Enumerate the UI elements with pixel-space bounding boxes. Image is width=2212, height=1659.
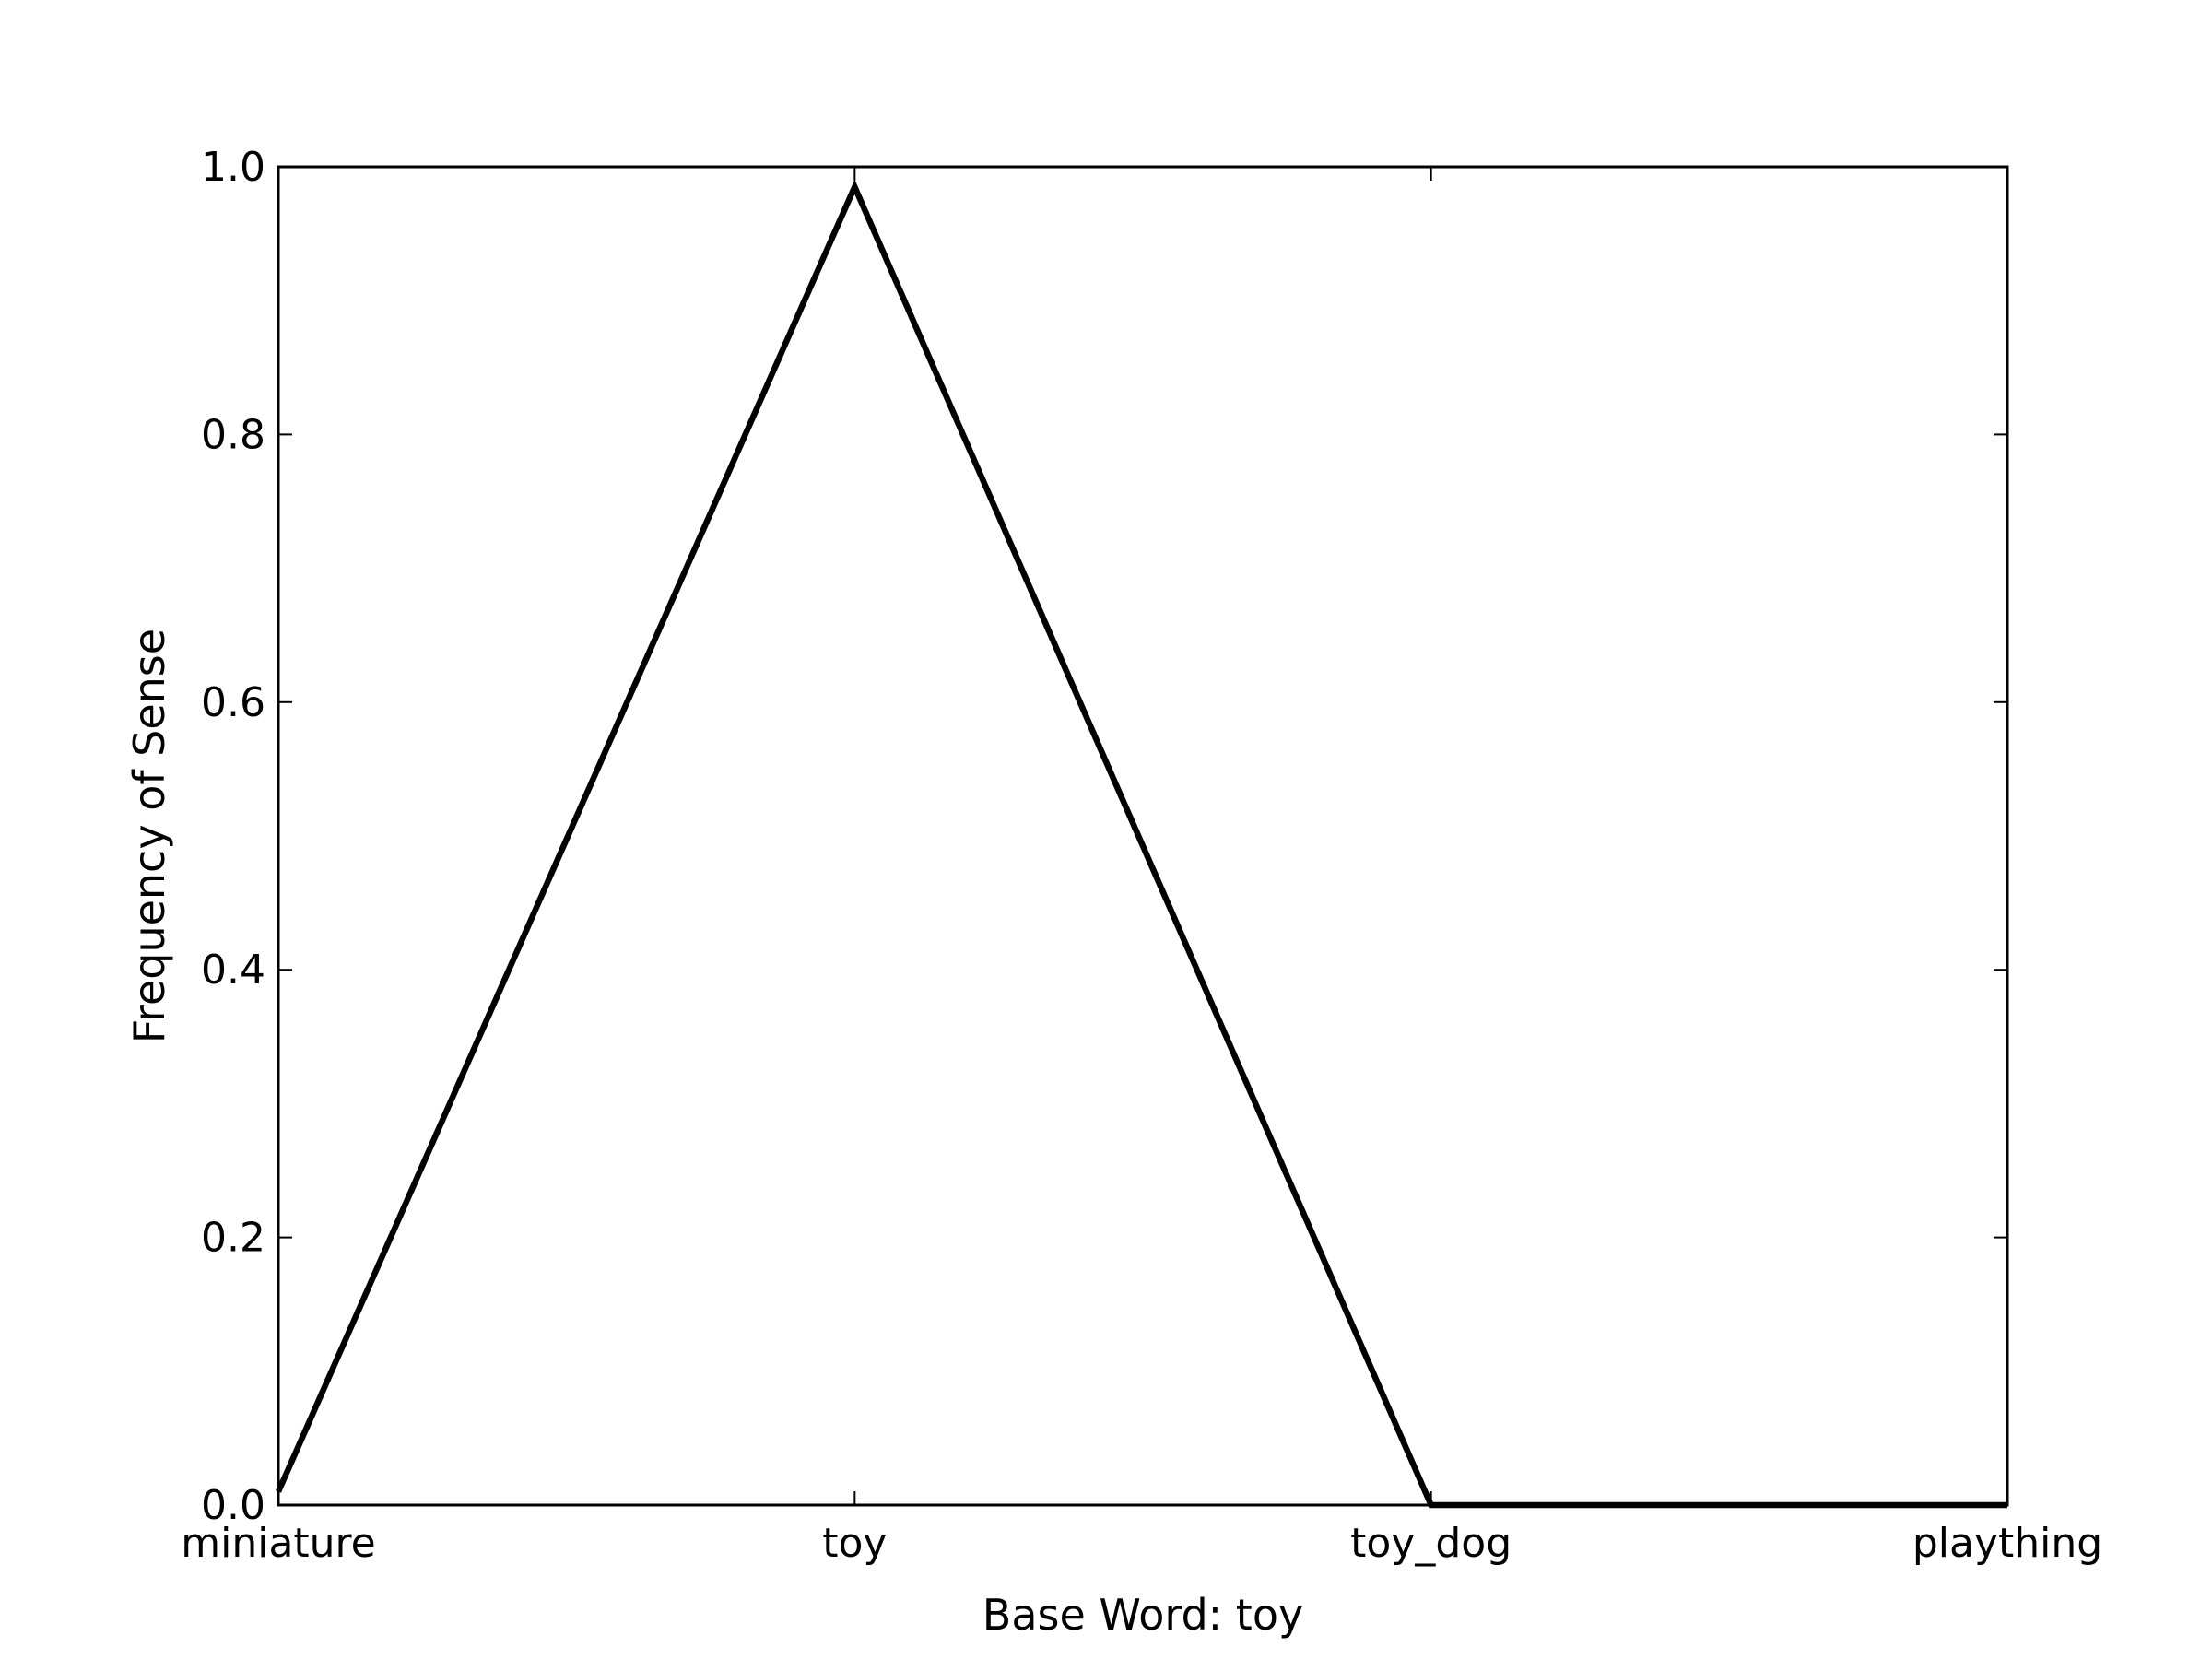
x-tick-label: miniature bbox=[181, 1520, 376, 1567]
y-tick-label: 0.4 bbox=[201, 947, 265, 994]
y-axis-label: Frequency of Sense bbox=[124, 629, 174, 1043]
x-axis-label: Base Word: toy bbox=[982, 1590, 1303, 1640]
y-tick-label: 0.8 bbox=[201, 411, 265, 458]
y-tick-label: 0.0 bbox=[201, 1482, 265, 1529]
y-tick-label: 0.6 bbox=[201, 679, 265, 726]
y-tick-label: 0.2 bbox=[201, 1215, 265, 1262]
x-tick-label: plaything bbox=[1912, 1520, 2102, 1567]
y-tick-label: 1.0 bbox=[201, 144, 265, 191]
plot-frame bbox=[276, 165, 2009, 1507]
x-tick-label: toy bbox=[822, 1520, 887, 1567]
x-tick-label: toy_dog bbox=[1350, 1520, 1512, 1567]
label-layer: 0.0 0.2 0.4 0.6 0.8 1.0 miniature toy toy_dog pla… bbox=[181, 144, 2102, 1567]
